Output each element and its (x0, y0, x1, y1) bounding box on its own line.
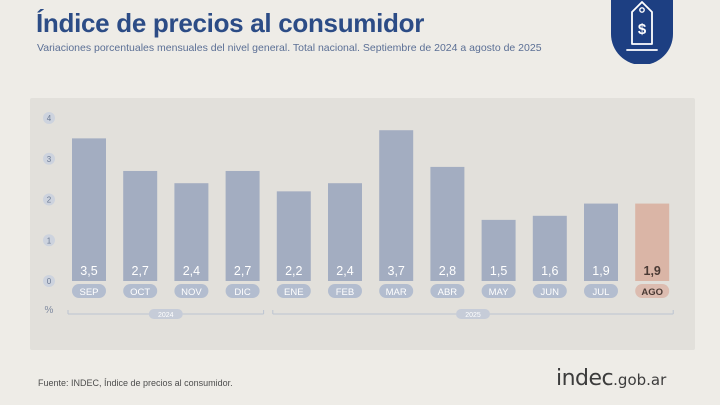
ytick-label: 3 (47, 155, 52, 164)
category-label: JUL (593, 287, 610, 298)
category-pill (481, 284, 516, 298)
bar (123, 170, 158, 281)
category-pill (123, 284, 158, 298)
value-label: 2,7 (132, 264, 149, 278)
ytick-label: 1 (47, 236, 52, 245)
category-label: ENE (284, 287, 304, 298)
indec-logo: indec.gob.ar (556, 366, 666, 391)
bar (635, 203, 670, 281)
y-unit-label: % (45, 305, 54, 316)
category-label: MAY (489, 287, 510, 298)
svg-text:$: $ (638, 21, 647, 38)
bar (328, 183, 362, 281)
ytick-label: 0 (47, 277, 52, 286)
category-pill (276, 284, 311, 298)
category-label: SEP (79, 287, 98, 298)
year-label: 2025 (465, 312, 481, 319)
category-pill (379, 284, 414, 298)
year-label: 2024 (158, 312, 174, 319)
bar (532, 215, 567, 281)
value-label: 2,7 (234, 264, 251, 278)
category-label: NOV (181, 287, 202, 298)
ytick-marker (43, 193, 55, 206)
bar (379, 130, 414, 281)
ytick-label: 2 (47, 196, 52, 205)
category-label: OCT (130, 287, 150, 298)
ytick-marker (43, 152, 55, 165)
page-subtitle: Variaciones porcentuales mensuales del n… (37, 42, 542, 54)
category-pill (584, 284, 618, 298)
bar (430, 166, 465, 281)
source-note: Fuente: INDEC, Índice de precios al cons… (38, 378, 233, 388)
value-label: 3,5 (80, 264, 97, 278)
bar-chart: 0 1 2 3 4% 3,5 SEP 2,7 OCT 2,4 NOV 2,7 DIC 2,2 ENE 2,4 F… (43, 112, 674, 319)
category-label: DIC (234, 287, 251, 298)
year-pill (148, 309, 183, 319)
ytick-marker (43, 275, 55, 287)
value-label: 1,9 (644, 264, 661, 278)
category-pill (532, 284, 567, 298)
bar (72, 138, 106, 281)
value-label: 1,9 (592, 264, 609, 278)
page-title: Índice de precios al consumidor (36, 8, 425, 38)
category-pill (72, 284, 106, 298)
category-pill (635, 284, 670, 298)
bar (225, 170, 260, 281)
logo-domain: .gob.ar (613, 371, 667, 389)
category-label: JUN (541, 287, 560, 298)
value-label: 1,5 (490, 264, 507, 278)
year-pill (456, 309, 490, 319)
category-label: ABR (438, 287, 458, 298)
logo-main: indec (556, 366, 614, 391)
category-label: MAR (386, 287, 407, 298)
category-pill (430, 284, 465, 298)
category-label: AGO (641, 287, 663, 298)
ytick-marker (43, 234, 55, 247)
bar (584, 203, 618, 281)
ytick-label: 4 (47, 114, 52, 123)
category-pill (225, 284, 260, 298)
value-label: 2,4 (336, 264, 353, 278)
dollar-price-tag-icon: $ (611, 0, 673, 64)
bar (276, 191, 311, 281)
bar (481, 219, 516, 281)
category-pill (174, 284, 209, 298)
category-pill (328, 284, 362, 298)
value-label: 1,6 (541, 264, 558, 278)
value-label: 2,2 (285, 264, 302, 278)
ytick-marker (43, 112, 55, 124)
category-label: FEB (336, 287, 354, 298)
value-label: 2,4 (183, 264, 200, 278)
value-label: 2,8 (439, 264, 456, 278)
chart-panel: 0 1 2 3 4% 3,5 SEP 2,7 OCT 2,4 NOV 2,7 DIC 2,2 ENE 2,4 F… (30, 98, 695, 350)
bar (174, 183, 209, 281)
value-label: 3,7 (388, 264, 405, 278)
